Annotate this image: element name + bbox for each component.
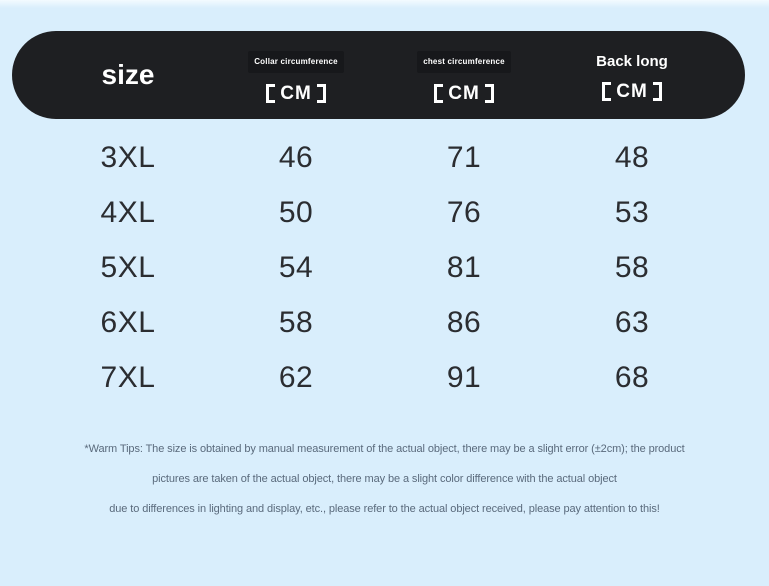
chest-value: 81	[446, 250, 482, 284]
back-long-value: 63	[614, 305, 650, 339]
column-header-back-long: Back long CM	[548, 31, 716, 119]
collar-value: 54	[278, 250, 314, 284]
collar-value: 46	[278, 140, 314, 174]
back-long-value: 53	[614, 195, 650, 229]
back-long-column-title: Back long	[596, 53, 668, 70]
right-lenticular-bracket	[651, 82, 662, 101]
size-value: 6XL	[100, 305, 156, 339]
table-row: 4XL 50 76 53	[44, 185, 716, 240]
top-fade-strip	[0, 0, 769, 8]
warm-tips: *Warm Tips: The size is obtained by manu…	[0, 434, 769, 524]
chest-value: 91	[446, 360, 482, 394]
table-row: 5XL 54 81 58	[44, 240, 716, 295]
warm-tips-line-1: *Warm Tips: The size is obtained by manu…	[84, 443, 685, 455]
chest-column-title: chest circumference	[417, 50, 511, 73]
unit-text: CM	[616, 80, 648, 102]
chest-value: 86	[446, 305, 482, 339]
column-header-chest: chest circumference CM	[380, 31, 548, 119]
unit-text: CM	[280, 82, 312, 104]
collar-unit-label: CM	[266, 83, 326, 105]
unit-text: CM	[448, 82, 480, 104]
column-header-collar: Collar circumference CM	[212, 31, 380, 119]
back-long-unit-label: CM	[602, 81, 662, 103]
chest-value: 71	[446, 140, 482, 174]
warm-tips-line-2: pictures are taken of the actual object,…	[152, 473, 617, 485]
size-value: 3XL	[100, 140, 156, 174]
table-row: 3XL 46 71 48	[44, 130, 716, 185]
table-header-row: size Collar circumference CM chest circu…	[12, 31, 745, 119]
size-value: 4XL	[100, 195, 156, 229]
column-header-size: size	[44, 31, 212, 119]
collar-column-title: Collar circumference	[248, 50, 344, 73]
right-lenticular-bracket	[315, 84, 326, 103]
size-value: 5XL	[100, 250, 156, 284]
table-row: 6XL 58 86 63	[44, 295, 716, 350]
chest-value: 76	[446, 195, 482, 229]
back-long-value: 68	[614, 360, 650, 394]
collar-value: 50	[278, 195, 314, 229]
table-body: 3XL 46 71 48 4XL 50 76 53 5XL 54 81 58 6…	[44, 130, 716, 405]
left-lenticular-bracket	[266, 84, 277, 103]
size-label: size	[101, 59, 155, 90]
collar-value: 62	[278, 360, 314, 394]
size-value: 7XL	[100, 360, 156, 394]
warm-tips-line-3: due to differences in lighting and displ…	[109, 503, 660, 515]
left-lenticular-bracket	[434, 84, 445, 103]
collar-value: 58	[278, 305, 314, 339]
left-lenticular-bracket	[602, 82, 613, 101]
table-row: 7XL 62 91 68	[44, 350, 716, 405]
right-lenticular-bracket	[483, 84, 494, 103]
chest-unit-label: CM	[434, 83, 494, 105]
back-long-value: 58	[614, 250, 650, 284]
back-long-value: 48	[614, 140, 650, 174]
table-header-bar: size Collar circumference CM chest circu…	[12, 31, 745, 119]
